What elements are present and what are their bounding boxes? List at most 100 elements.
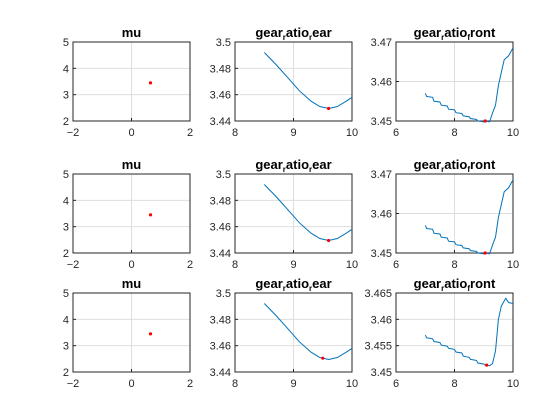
subplot-1: −2 0 2 2 3 4 5 mu <box>63 25 193 139</box>
title-part: ear <box>312 276 332 291</box>
x-tick-label: 10 <box>507 259 519 271</box>
title-subscript: r <box>283 165 286 174</box>
x-tick-label: 10 <box>346 259 358 271</box>
subplot-title: mu <box>122 25 142 40</box>
y-tick-label: 3.5 <box>216 37 231 49</box>
y-tick-label: 3.48 <box>210 63 231 75</box>
x-tick-label: 8 <box>232 259 238 271</box>
title-subscript: r <box>441 33 444 42</box>
x-tick-label: 9 <box>290 259 296 271</box>
title-subscript: r <box>309 165 312 174</box>
title-part: ear <box>312 157 332 172</box>
title-part: gear <box>255 25 282 40</box>
title-part: gear <box>255 157 282 172</box>
x-tick-label: 10 <box>346 127 358 139</box>
title-part: mu <box>122 276 142 291</box>
y-tick-label: 3.44 <box>210 367 231 379</box>
y-tick-label: 3.44 <box>210 116 231 128</box>
y-tick-label: 5 <box>63 37 69 49</box>
title-part: atio <box>444 276 467 291</box>
x-tick-label: 10 <box>507 378 519 390</box>
y-tick-label: 3.48 <box>210 314 231 326</box>
x-tick-label: 6 <box>393 378 399 390</box>
series-line <box>263 303 353 361</box>
subplot-7: −2 0 2 2 3 4 5 mu <box>63 276 193 390</box>
title-part: atio <box>286 157 309 172</box>
x-tick-label: 9 <box>290 378 296 390</box>
y-tick-label: 3.46 <box>210 341 231 353</box>
subplot-title: mu <box>122 157 142 172</box>
title-part: mu <box>122 157 142 172</box>
series-line <box>424 179 514 255</box>
x-tick-label: 2 <box>187 378 193 390</box>
y-tick-label: 5 <box>63 169 69 181</box>
title-subscript: r <box>283 33 286 42</box>
x-tick-label: 10 <box>346 378 358 390</box>
title-part: ront <box>470 276 496 291</box>
subplot-8: 8 9 10 3.44 3.46 3.48 3.5 gearratiorear <box>210 276 359 390</box>
subplot-title: mu <box>122 276 142 291</box>
x-tick-label: −2 <box>67 127 80 139</box>
x-tick-label: 6 <box>393 259 399 271</box>
title-part: ear <box>312 25 332 40</box>
y-tick-label: 3.48 <box>210 195 231 207</box>
data-point <box>483 119 487 123</box>
series-line <box>424 47 514 123</box>
y-tick-label: 3.45 <box>371 116 392 128</box>
subplot-9: 6 8 10 3.45 3.455 3.46 3.465 gearratiofront <box>364 276 519 390</box>
x-tick-label: 0 <box>128 378 134 390</box>
series-line <box>424 297 514 367</box>
subplot-title: gearratiofront <box>414 25 496 42</box>
title-part: ront <box>470 157 496 172</box>
data-point <box>148 81 153 85</box>
subplot-title: gearratiorear <box>255 157 331 174</box>
y-tick-label: 3.46 <box>371 209 392 221</box>
title-subscript: r <box>441 165 444 174</box>
y-tick-label: 4 <box>63 195 69 207</box>
y-tick-label: 3 <box>63 222 69 234</box>
x-tick-label: 6 <box>393 127 399 139</box>
subplot-title: gearratiorear <box>255 276 331 293</box>
y-tick-label: 3.44 <box>210 248 231 260</box>
x-tick-label: 10 <box>507 127 519 139</box>
y-tick-label: 3.46 <box>210 90 231 102</box>
subplot-title: gearratiofront <box>414 157 496 174</box>
title-subscript: f <box>467 33 470 42</box>
x-tick-label: −2 <box>67 259 80 271</box>
data-point <box>483 251 487 255</box>
data-point <box>327 238 331 243</box>
y-tick-label: 3.5 <box>216 288 231 300</box>
x-tick-label: 9 <box>290 127 296 139</box>
y-tick-label: 3.455 <box>364 341 392 353</box>
title-part: atio <box>286 276 309 291</box>
y-tick-label: 4 <box>63 63 69 75</box>
y-tick-label: 2 <box>63 116 69 128</box>
x-tick-label: −2 <box>67 378 80 390</box>
title-part: ront <box>470 25 496 40</box>
title-subscript: f <box>467 165 470 174</box>
y-tick-label: 3.5 <box>216 169 231 181</box>
x-tick-label: 0 <box>128 259 134 271</box>
x-tick-label: 8 <box>451 259 457 271</box>
y-tick-label: 3.45 <box>371 248 392 260</box>
subplot-3: 6 8 10 3.45 3.46 3.47 gearratiofront <box>371 25 520 139</box>
y-tick-label: 3.46 <box>210 222 231 234</box>
x-tick-label: 0 <box>128 127 134 139</box>
data-point <box>148 332 153 336</box>
x-tick-label: 8 <box>451 378 457 390</box>
y-tick-label: 3.46 <box>371 77 392 89</box>
x-tick-label: 8 <box>232 127 238 139</box>
title-subscript: f <box>467 284 470 293</box>
series-line <box>263 52 353 110</box>
x-tick-label: 8 <box>232 378 238 390</box>
y-tick-label: 3 <box>63 90 69 102</box>
data-point <box>485 363 489 367</box>
x-tick-label: 2 <box>187 127 193 139</box>
y-tick-label: 2 <box>63 248 69 260</box>
subplot-4: −2 0 2 2 3 4 5 mu <box>63 157 193 271</box>
title-subscript: r <box>309 284 312 293</box>
y-tick-label: 2 <box>63 367 69 379</box>
data-point <box>148 213 153 217</box>
